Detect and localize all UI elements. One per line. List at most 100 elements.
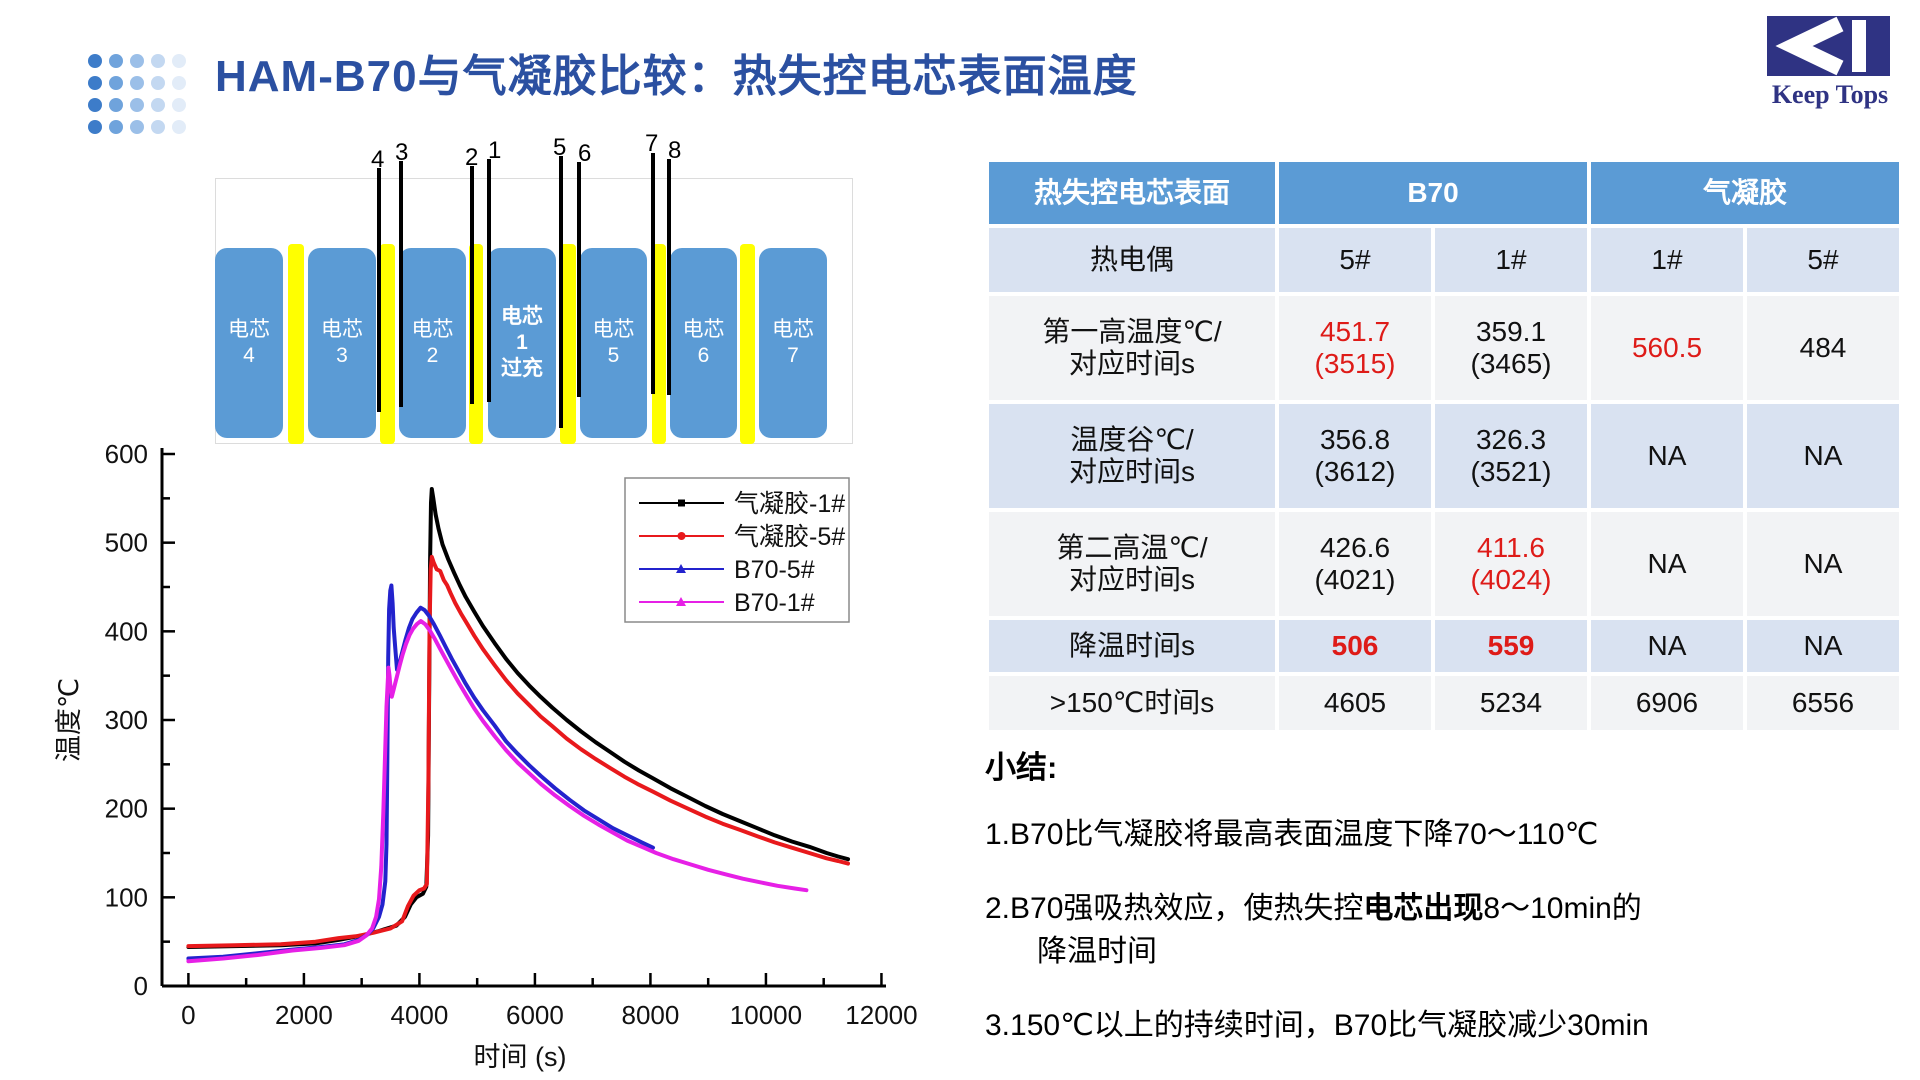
legend-marker [677,532,686,540]
dot-icon [109,120,123,134]
dot-icon [172,54,186,68]
table-value-cell: 426.6 (4021) [1279,512,1431,616]
table-row: 第一高温度℃/对应时间s 451.7 (3515) 359.1 (3465) 560.5 4… [989,296,1899,400]
table-value-cell: 1# [1435,228,1587,292]
x-tick-label: 8000 [622,1000,680,1030]
x-tick-label: 12000 [845,1000,917,1030]
summary-item: 3.150℃以上的持续时间，B70比气凝胶减少30min [985,1004,1920,1048]
page-title: HAM-B70与气凝胶比较：热失控电芯表面温度 [215,52,1138,101]
legend-marker [678,499,685,507]
table-value-cell: 6556 [1747,676,1899,730]
table-row: 热电偶 5# 1# 1# 5# [989,228,1899,292]
table-value-cell: 359.1 (3465) [1435,296,1587,400]
table-value-cell: NA [1747,512,1899,616]
table-value-cell: NA [1591,512,1743,616]
legend-label: B70-1# [734,589,815,617]
summary-item: 1.B70比气凝胶将最高表面温度下降70～110℃ [985,813,1920,857]
table-row: >150℃时间s 4605 5234 6906 6556 [989,676,1899,730]
row-label-cell: 第二高温℃/对应时间s [989,512,1275,616]
series-气凝胶-5# [186,554,850,949]
table-value-cell: 356.8 (3612) [1279,404,1431,508]
dot-icon [130,98,144,112]
table-value-cell: 5234 [1435,676,1587,730]
probe-label: 3 [395,139,409,166]
dot-icon [151,76,165,90]
row-label-cell: 温度谷℃/对应时间s [989,404,1275,508]
legend-label: 气凝胶-5# [734,523,845,551]
y-tick-label: 100 [105,882,148,912]
table-value-cell: 559 [1435,620,1587,672]
dot-icon [109,54,123,68]
probe-label: 2 [465,144,479,171]
x-tick-label: 10000 [730,1000,802,1030]
row-label-cell: 降温时间s [989,620,1275,672]
y-tick-label: 400 [105,616,148,646]
x-tick-label: 6000 [506,1000,564,1030]
x-tick-label: 0 [181,1000,195,1030]
row-label-cell: 第一高温度℃/对应时间s [989,296,1275,400]
legend-marker [676,564,686,573]
table-header-cell: 热失控电芯表面 [989,162,1275,224]
table-value-cell: 5# [1279,228,1431,292]
battery-diagram-frame [215,178,853,444]
x-tick-label: 2000 [275,1000,333,1030]
dot-icon [130,120,144,134]
table-value-cell: NA [1591,620,1743,672]
probe-label: 1 [488,137,502,164]
summary-text: 2.B70强吸热效应，使热失控 [985,891,1364,925]
summary-block: 小结: 1.B70比气凝胶将最高表面温度下降70～110℃ 2.B70强吸热效应，… [985,742,1920,1077]
logo-text: Keep Tops [1771,80,1889,109]
dot-icon [151,120,165,134]
y-tick-label: 500 [105,528,148,558]
table-row: 温度谷℃/对应时间s 356.8 (3612) 326.3 (3521) NA NA [989,404,1899,508]
table-value-cell: 484 [1747,296,1899,400]
dot-icon [172,120,186,134]
table-header-cell: B70 [1279,162,1587,224]
x-tick-label: 4000 [390,1000,448,1030]
summary-text: 1.B70比气凝胶将最高表面温度下降70～110℃ [985,818,1599,851]
table-row: 第二高温℃/对应时间s 426.6 (4021) 411.6 (4024) NA NA [989,512,1899,616]
table-value-cell: NA [1747,404,1899,508]
summary-text: 电芯出现 [1363,891,1484,925]
dot-icon [130,54,144,68]
dot-icon [109,98,123,112]
y-tick-label: 600 [105,439,148,469]
probe-label: 5 [553,134,567,161]
summary-text: 8～10min的 [1483,891,1642,925]
dots-pattern-icon [88,54,198,140]
dot-icon [88,54,102,68]
dot-icon [88,76,102,90]
summary-heading: 小结: [985,750,1058,785]
x-axis-title: 时间 (s) [474,1042,567,1072]
summary-items: 1.B70比气凝胶将最高表面温度下降70～110℃ 2.B70强吸热效应，使热失控… [985,813,1920,1047]
comparison-table: 热失控电芯表面 B70 气凝胶 热电偶 5# 1# 1# 5# 第一高温度℃/对应时间s 451.… [985,158,1903,734]
y-axis-title: 温度℃ [54,678,84,762]
dot-icon [151,98,165,112]
row-label-cell: 热电偶 [989,228,1275,292]
company-logo [1767,16,1890,76]
table-value-cell: NA [1591,404,1743,508]
probe-label: 7 [645,130,659,157]
summary-text: 3.150℃以上的持续时间，B70比气凝胶减少30min [985,1008,1649,1042]
table-value-cell: 4605 [1279,676,1431,730]
table-value-cell: 326.3 (3521) [1435,404,1587,508]
legend-marker [676,597,686,606]
dot-icon [130,76,144,90]
table-value-cell: 5# [1747,228,1899,292]
table-value-cell: NA [1747,620,1899,672]
logo-chevron-icon [1767,16,1890,76]
dot-icon [109,76,123,90]
table-value-cell: 560.5 [1591,296,1743,400]
probe-label: 6 [578,140,592,167]
table-header-cell: 气凝胶 [1591,162,1899,224]
table-value-cell: 506 [1279,620,1431,672]
summary-item: 2.B70强吸热效应，使热失控电芯出现8～10min的降温时间 [985,887,1920,974]
summary-text: 降温时间 [1037,935,1157,968]
table-value-cell: 451.7 (3515) [1279,296,1431,400]
y-tick-label: 300 [105,705,148,735]
table-value-cell: 1# [1591,228,1743,292]
table-value-cell: 411.6 (4024) [1435,512,1587,616]
table-value-cell: 6906 [1591,676,1743,730]
